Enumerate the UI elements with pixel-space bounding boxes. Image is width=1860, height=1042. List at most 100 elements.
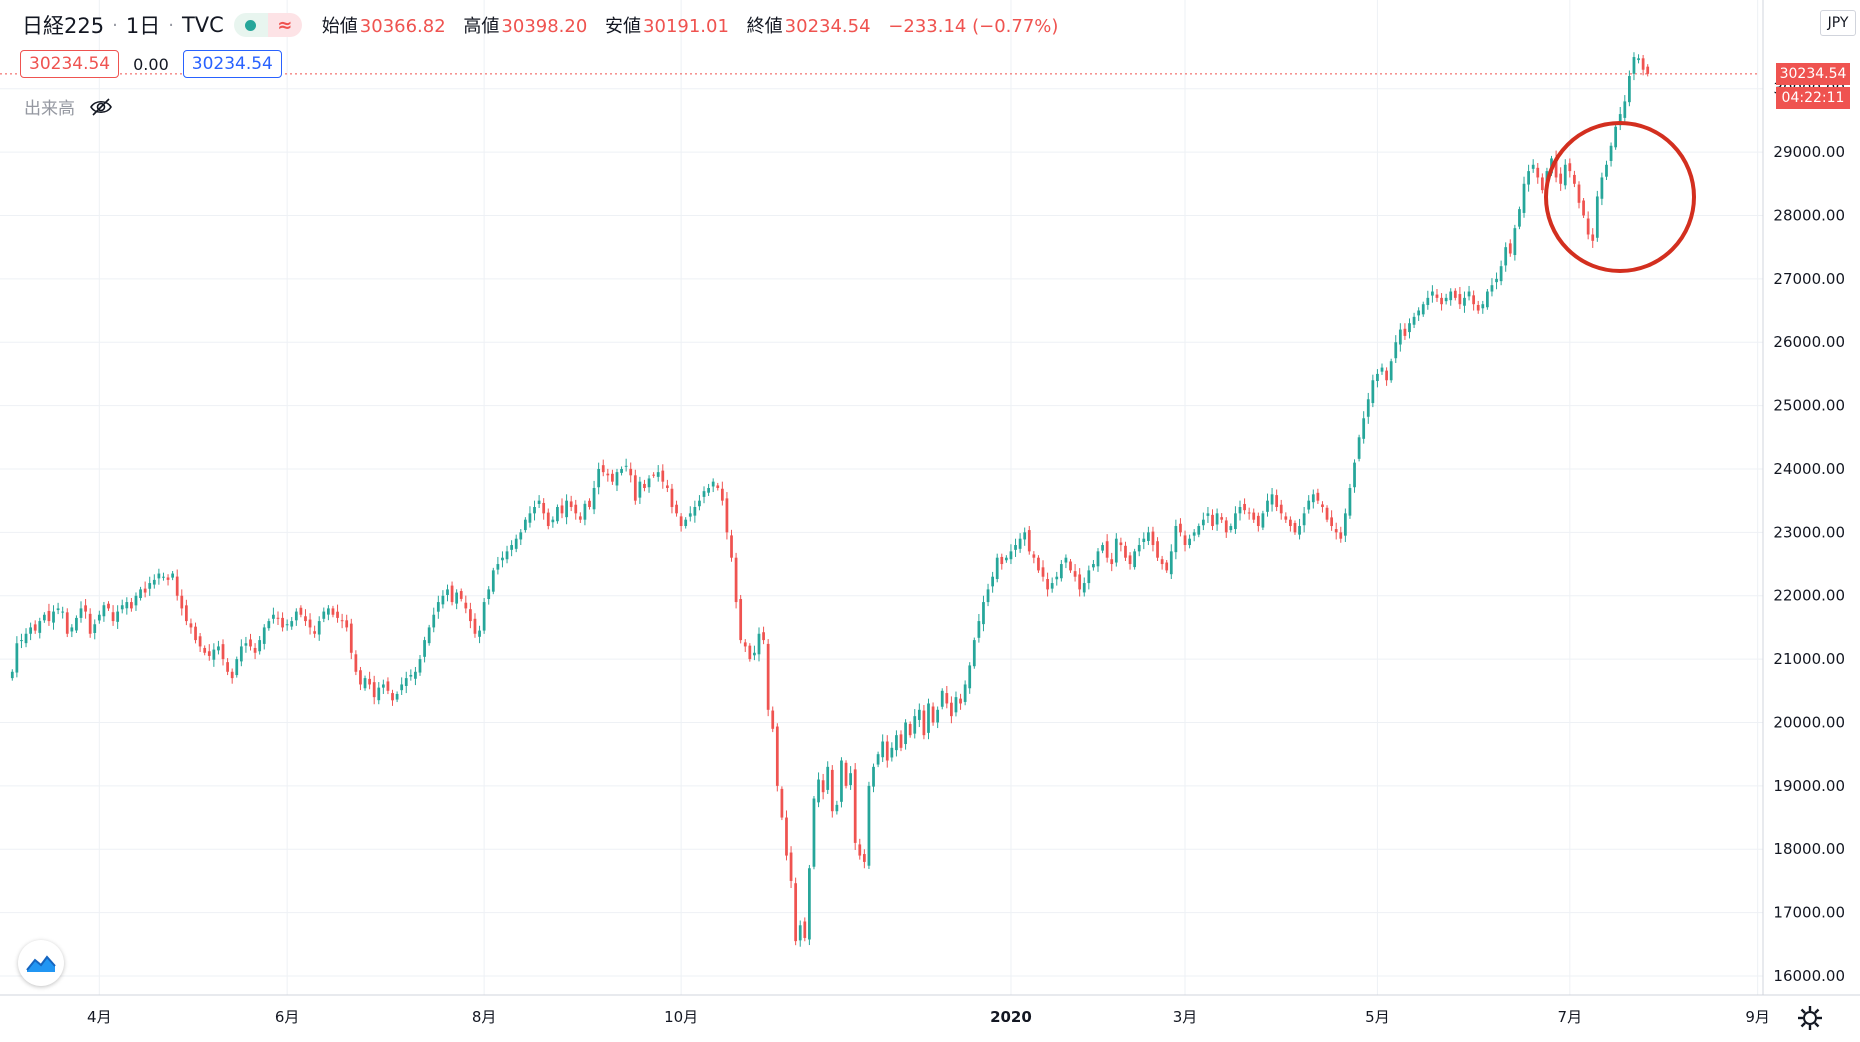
candle-body	[175, 576, 179, 596]
candle-body	[20, 640, 23, 642]
candle-body	[455, 592, 459, 604]
eye-off-icon[interactable]	[89, 97, 113, 117]
interval-label[interactable]: 1日	[125, 14, 161, 38]
candle-body	[395, 693, 399, 700]
highlight-circle	[1544, 121, 1696, 273]
candle-body	[496, 564, 500, 570]
candle-body	[1311, 494, 1315, 503]
candle-body	[235, 659, 239, 676]
candle-body	[79, 608, 83, 618]
candle-body	[991, 576, 994, 587]
candle-body	[853, 769, 857, 843]
volume-legend: 出来高	[24, 94, 113, 119]
tradingview-logo-icon[interactable]	[18, 940, 64, 986]
candle-body	[414, 671, 417, 679]
candle-body	[1646, 66, 1650, 74]
candle-body	[1385, 370, 1388, 381]
candle-body	[762, 632, 765, 641]
candle-body	[830, 769, 834, 812]
x-tick-label: 3月	[1173, 1008, 1198, 1026]
y-axis[interactable]: 16000.00 17000.00 18000.00 19000.00 20000.00…	[1773, 80, 1845, 985]
candle-body	[711, 481, 715, 487]
candle-body	[908, 724, 912, 736]
candle-body	[345, 620, 349, 628]
candle-body	[624, 465, 628, 467]
candle-body	[1330, 517, 1333, 527]
y-tick-label: 18000.00	[1773, 840, 1845, 858]
candle-body	[501, 557, 504, 561]
candle-body	[1114, 538, 1118, 563]
candle-body	[327, 608, 330, 615]
candle-body	[56, 608, 60, 611]
candle-body	[1495, 278, 1498, 283]
y-tick-label: 24000.00	[1773, 460, 1845, 478]
gear-icon[interactable]	[1796, 1004, 1824, 1032]
candle-body	[1215, 513, 1219, 525]
candle-body	[1481, 304, 1485, 309]
candle-body	[872, 766, 875, 787]
candle-body	[789, 852, 793, 881]
candle-body	[125, 602, 129, 609]
legend-header: 日経225 · 1日 · TVC ≈ 始値 30366.82 高値 30398.20…	[22, 10, 1070, 40]
candle-body	[1623, 101, 1627, 118]
candle-body	[753, 652, 756, 656]
symbol-name[interactable]: 日経225	[22, 14, 105, 38]
candle-body	[239, 646, 243, 662]
candle-body	[757, 633, 761, 655]
market-status[interactable]: ≈	[233, 13, 302, 37]
candle-body	[601, 465, 605, 473]
candle-body	[945, 693, 949, 704]
candle-body	[734, 557, 738, 603]
low-label: 安値	[605, 16, 642, 37]
candle-body	[972, 640, 976, 667]
candle-body	[1600, 177, 1604, 199]
y-tick-label: 16000.00	[1773, 967, 1845, 985]
currency-button[interactable]: JPY	[1820, 10, 1856, 36]
candle-body	[42, 614, 46, 621]
candle-body	[61, 611, 65, 613]
candle-body	[794, 883, 798, 942]
candle-body	[1518, 209, 1521, 227]
candle-body	[1339, 532, 1343, 539]
candle-body	[317, 621, 321, 635]
candle-body	[1389, 361, 1393, 381]
candle-body	[1577, 184, 1581, 203]
candle-body	[977, 621, 981, 638]
x-tick-label: 5月	[1365, 1008, 1390, 1026]
candle-body	[171, 573, 174, 578]
candle-body	[780, 788, 784, 818]
candle-body	[1449, 291, 1453, 301]
buy-price-button[interactable]: 30234.54	[182, 50, 282, 78]
candle-body	[97, 614, 101, 621]
candle-body	[1059, 564, 1063, 579]
candle-body	[881, 741, 885, 758]
candle-body	[1110, 559, 1114, 565]
candle-body	[70, 627, 74, 632]
candle-body	[638, 481, 642, 498]
candle-body	[556, 507, 559, 522]
candle-body	[427, 627, 431, 644]
candle-body	[1037, 557, 1040, 571]
candle-body	[207, 651, 211, 656]
candle-body	[798, 925, 802, 941]
candle-body	[368, 678, 371, 685]
x-axis[interactable]: 4月6月8月10月20203月5月7月9月11月20213月	[87, 1008, 1860, 1026]
candle-body	[1284, 516, 1288, 520]
candle-body	[1289, 519, 1292, 527]
candle-body	[459, 591, 463, 599]
sell-price-button[interactable]: 30234.54	[20, 50, 120, 78]
candle-body	[620, 468, 623, 473]
candle-body	[904, 722, 907, 745]
candle-body	[1027, 530, 1031, 552]
candle-body	[684, 519, 688, 527]
candle-body	[1147, 532, 1150, 541]
candle-body	[1559, 173, 1563, 184]
candle-body	[249, 639, 252, 647]
candle-body	[322, 611, 326, 619]
candle-body	[47, 610, 51, 622]
candle-body	[1490, 285, 1494, 292]
candle-body	[1431, 291, 1434, 296]
candles	[10, 52, 1650, 947]
candle-body	[954, 697, 958, 713]
